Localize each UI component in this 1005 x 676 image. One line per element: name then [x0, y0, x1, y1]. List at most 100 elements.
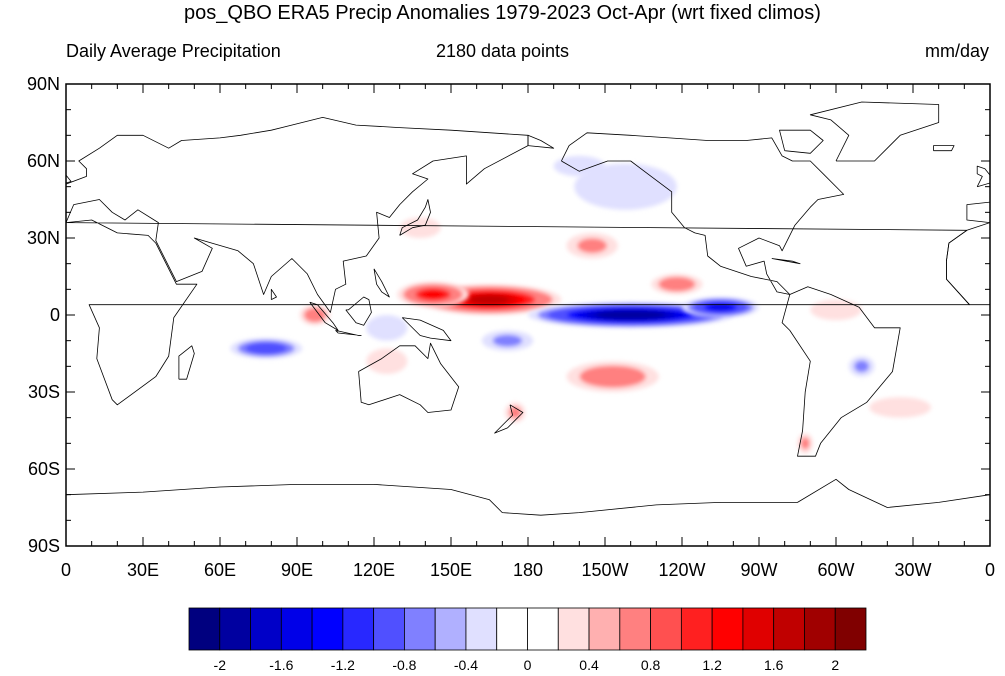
coast-south-america [781, 286, 901, 457]
colorbar-tick-label: 0.8 [641, 657, 661, 673]
colorbar-tick-label: -2 [214, 657, 227, 673]
colorbar-tick-label: -1.2 [331, 657, 355, 673]
lon-label: 180 [513, 560, 543, 580]
anomaly-north-pacific-dry [574, 163, 677, 210]
lat-label: 30S [28, 382, 60, 402]
coast-new-zealand [494, 404, 524, 434]
coast-greenland [809, 101, 940, 162]
colorbar-tick-label: 0.4 [579, 657, 599, 673]
colorbar-swatch [434, 607, 467, 651]
anomaly-field [230, 155, 931, 454]
coast-cuba [771, 258, 801, 265]
anomaly-maritime-dry [366, 315, 408, 341]
coast-borneo [345, 296, 372, 326]
colorbar-swatch [804, 607, 836, 651]
colorbar-swatch [527, 607, 559, 651]
anomaly-sumatra-wet [299, 304, 331, 326]
colorbar-swatch [773, 607, 805, 651]
colorbar-tick-label: -0.8 [392, 657, 416, 673]
lon-label: 120E [353, 560, 395, 580]
colorbar-labels: -2 -1.6 -1.2 -0.8 -0.4 0 0.4 0.8 1.2 1.6 2 [214, 657, 840, 673]
coast-java [335, 330, 362, 336]
anomaly-indian-ocean-dry [230, 338, 303, 359]
anomaly-central-pacific-dry [528, 302, 734, 328]
coast-eurasia [66, 117, 529, 313]
colorbar-swatch [342, 607, 375, 651]
lat-label: 90N [27, 74, 60, 94]
colorbar-swatch [742, 607, 775, 651]
coast-uk [66, 174, 72, 184]
colorbar-swatch [465, 607, 498, 651]
colorbar-swatch [219, 607, 251, 651]
colorbar-swatch [280, 607, 313, 651]
lon-label: 0 [61, 560, 71, 580]
anomaly-east-pacific-dry [682, 297, 759, 318]
anomaly-itcz-east-wet [651, 273, 703, 295]
lon-label: 0 [985, 560, 995, 580]
colorbar-swatch [619, 607, 651, 651]
latitude-labels: 90N 60N 30N 0 30S 60S 90S [27, 74, 60, 556]
colorbar-swatch [680, 607, 713, 651]
lat-label: 30N [27, 228, 60, 248]
anomaly-south-atlantic-wet [869, 397, 931, 418]
lon-label: 30E [127, 560, 159, 580]
colorbar-swatch [188, 607, 221, 651]
anomaly-spcz-wet [566, 361, 659, 392]
coastlines [66, 101, 990, 516]
lat-label: 60N [27, 151, 60, 171]
chart-title: pos_QBO ERA5 Precip Anomalies 1979-2023 … [184, 2, 821, 24]
colorbar-swatch [588, 607, 621, 651]
lat-label: 0 [50, 305, 60, 325]
anomaly-north-pacific-wet [566, 232, 618, 259]
colorbar-swatch [404, 607, 436, 651]
anomaly-brazil-dry [848, 356, 875, 377]
colorbar-swatch [650, 607, 682, 651]
coast-chukotka [527, 134, 555, 149]
coast-africa [66, 219, 970, 406]
colorbar-tick-label: 1.2 [702, 657, 722, 673]
lon-label: 150E [430, 560, 472, 580]
anomaly-warm-pool-wet [397, 281, 469, 308]
coast-madagascar [178, 345, 195, 380]
subtitle-units: mm/day [924, 41, 989, 61]
coast-eurasia-wrap [966, 183, 990, 223]
lon-label: 60E [204, 560, 236, 580]
anomaly-west-pacific-south-dry [481, 330, 534, 351]
coast-uk-wrap [976, 165, 990, 188]
coast-new-guinea [401, 317, 452, 342]
coast-japan [399, 199, 431, 236]
anomaly-alaska-dry [553, 155, 605, 177]
anomaly-australia-wet [366, 348, 408, 375]
subtitle-count: 2180 data points [435, 41, 570, 61]
longitude-labels: 0 30E 60E 90E 120E 150E 180 150W 120W 90W 60W 30W 0 [61, 560, 995, 580]
lon-label: 90W [740, 560, 777, 580]
colorbar-tick-label: -0.4 [454, 657, 478, 673]
colorbar-swatch [711, 607, 744, 651]
axis-ticks [65, 83, 991, 547]
colorbar-swatch [557, 607, 590, 651]
colorbar-swatch [250, 607, 282, 651]
coast-africa-wrap [946, 222, 990, 306]
coast-australia [358, 342, 460, 413]
anomaly-amazon-wet [810, 299, 862, 321]
lat-label: 90S [28, 536, 60, 556]
coast-iceland [933, 145, 955, 152]
coast-antarctica [66, 478, 990, 516]
lon-label: 60W [817, 560, 854, 580]
lat-label: 60S [28, 459, 60, 479]
colorbar-swatch [311, 607, 344, 651]
colorbar-swatch [496, 607, 528, 651]
colorbar-tick-label: -1.6 [269, 657, 293, 673]
lon-label: 90E [281, 560, 313, 580]
colorbar [188, 607, 867, 651]
colorbar-tick-label: 2 [831, 657, 839, 673]
lon-label: 150W [581, 560, 628, 580]
colorbar-swatch [834, 607, 867, 651]
lon-label: 120W [658, 560, 705, 580]
colorbar-tick-label: 1.6 [764, 657, 784, 673]
coast-philippines [373, 268, 390, 298]
coast-north-america [561, 132, 845, 295]
anomaly-japan-wet [399, 217, 441, 238]
colorbar-tick-label: 0 [524, 657, 532, 673]
